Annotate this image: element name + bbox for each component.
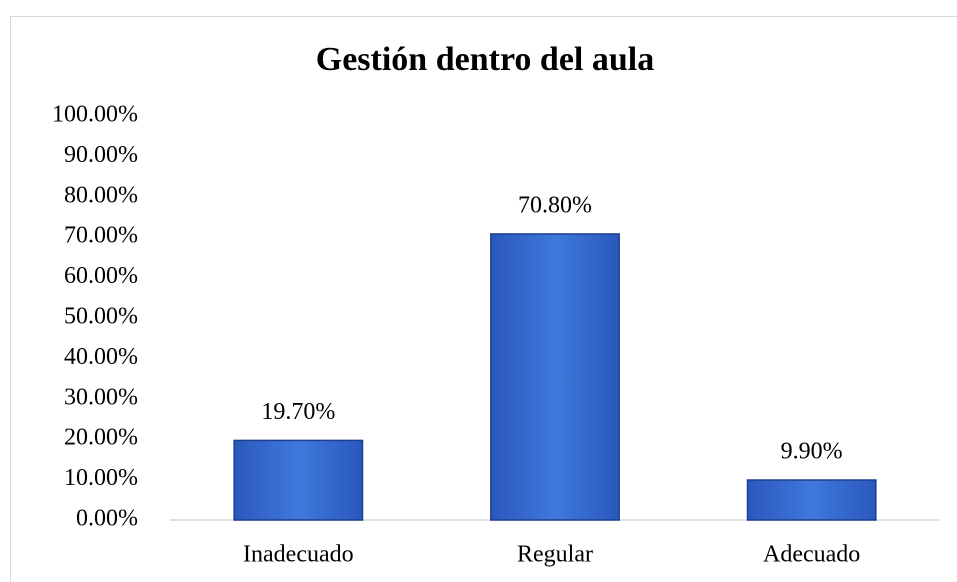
data-label: 70.80% (518, 192, 592, 218)
x-tick-label: Regular (517, 542, 593, 568)
chart-title: Gestión dentro del aula (316, 41, 654, 78)
y-tick-label: 30.00% (64, 384, 138, 410)
y-tick-label: 70.00% (64, 223, 138, 249)
data-label: 19.70% (261, 399, 335, 425)
y-tick-label: 100.00% (52, 102, 138, 128)
y-tick-label: 40.00% (64, 344, 138, 370)
y-tick-label: 10.00% (64, 465, 138, 491)
y-tick-label: 0.00% (76, 506, 138, 532)
data-label: 9.90% (781, 439, 843, 465)
y-tick-label: 90.00% (64, 142, 138, 168)
chart-border (10, 16, 957, 582)
bar (233, 439, 364, 521)
x-tick-label: Inadecuado (243, 542, 354, 568)
y-tick-label: 80.00% (64, 182, 138, 208)
y-tick-label: 20.00% (64, 425, 138, 451)
bar (746, 479, 877, 521)
x-tick-label: Adecuado (763, 542, 860, 568)
bar (490, 233, 620, 521)
y-tick-label: 50.00% (64, 304, 138, 330)
y-tick-label: 60.00% (64, 263, 138, 289)
